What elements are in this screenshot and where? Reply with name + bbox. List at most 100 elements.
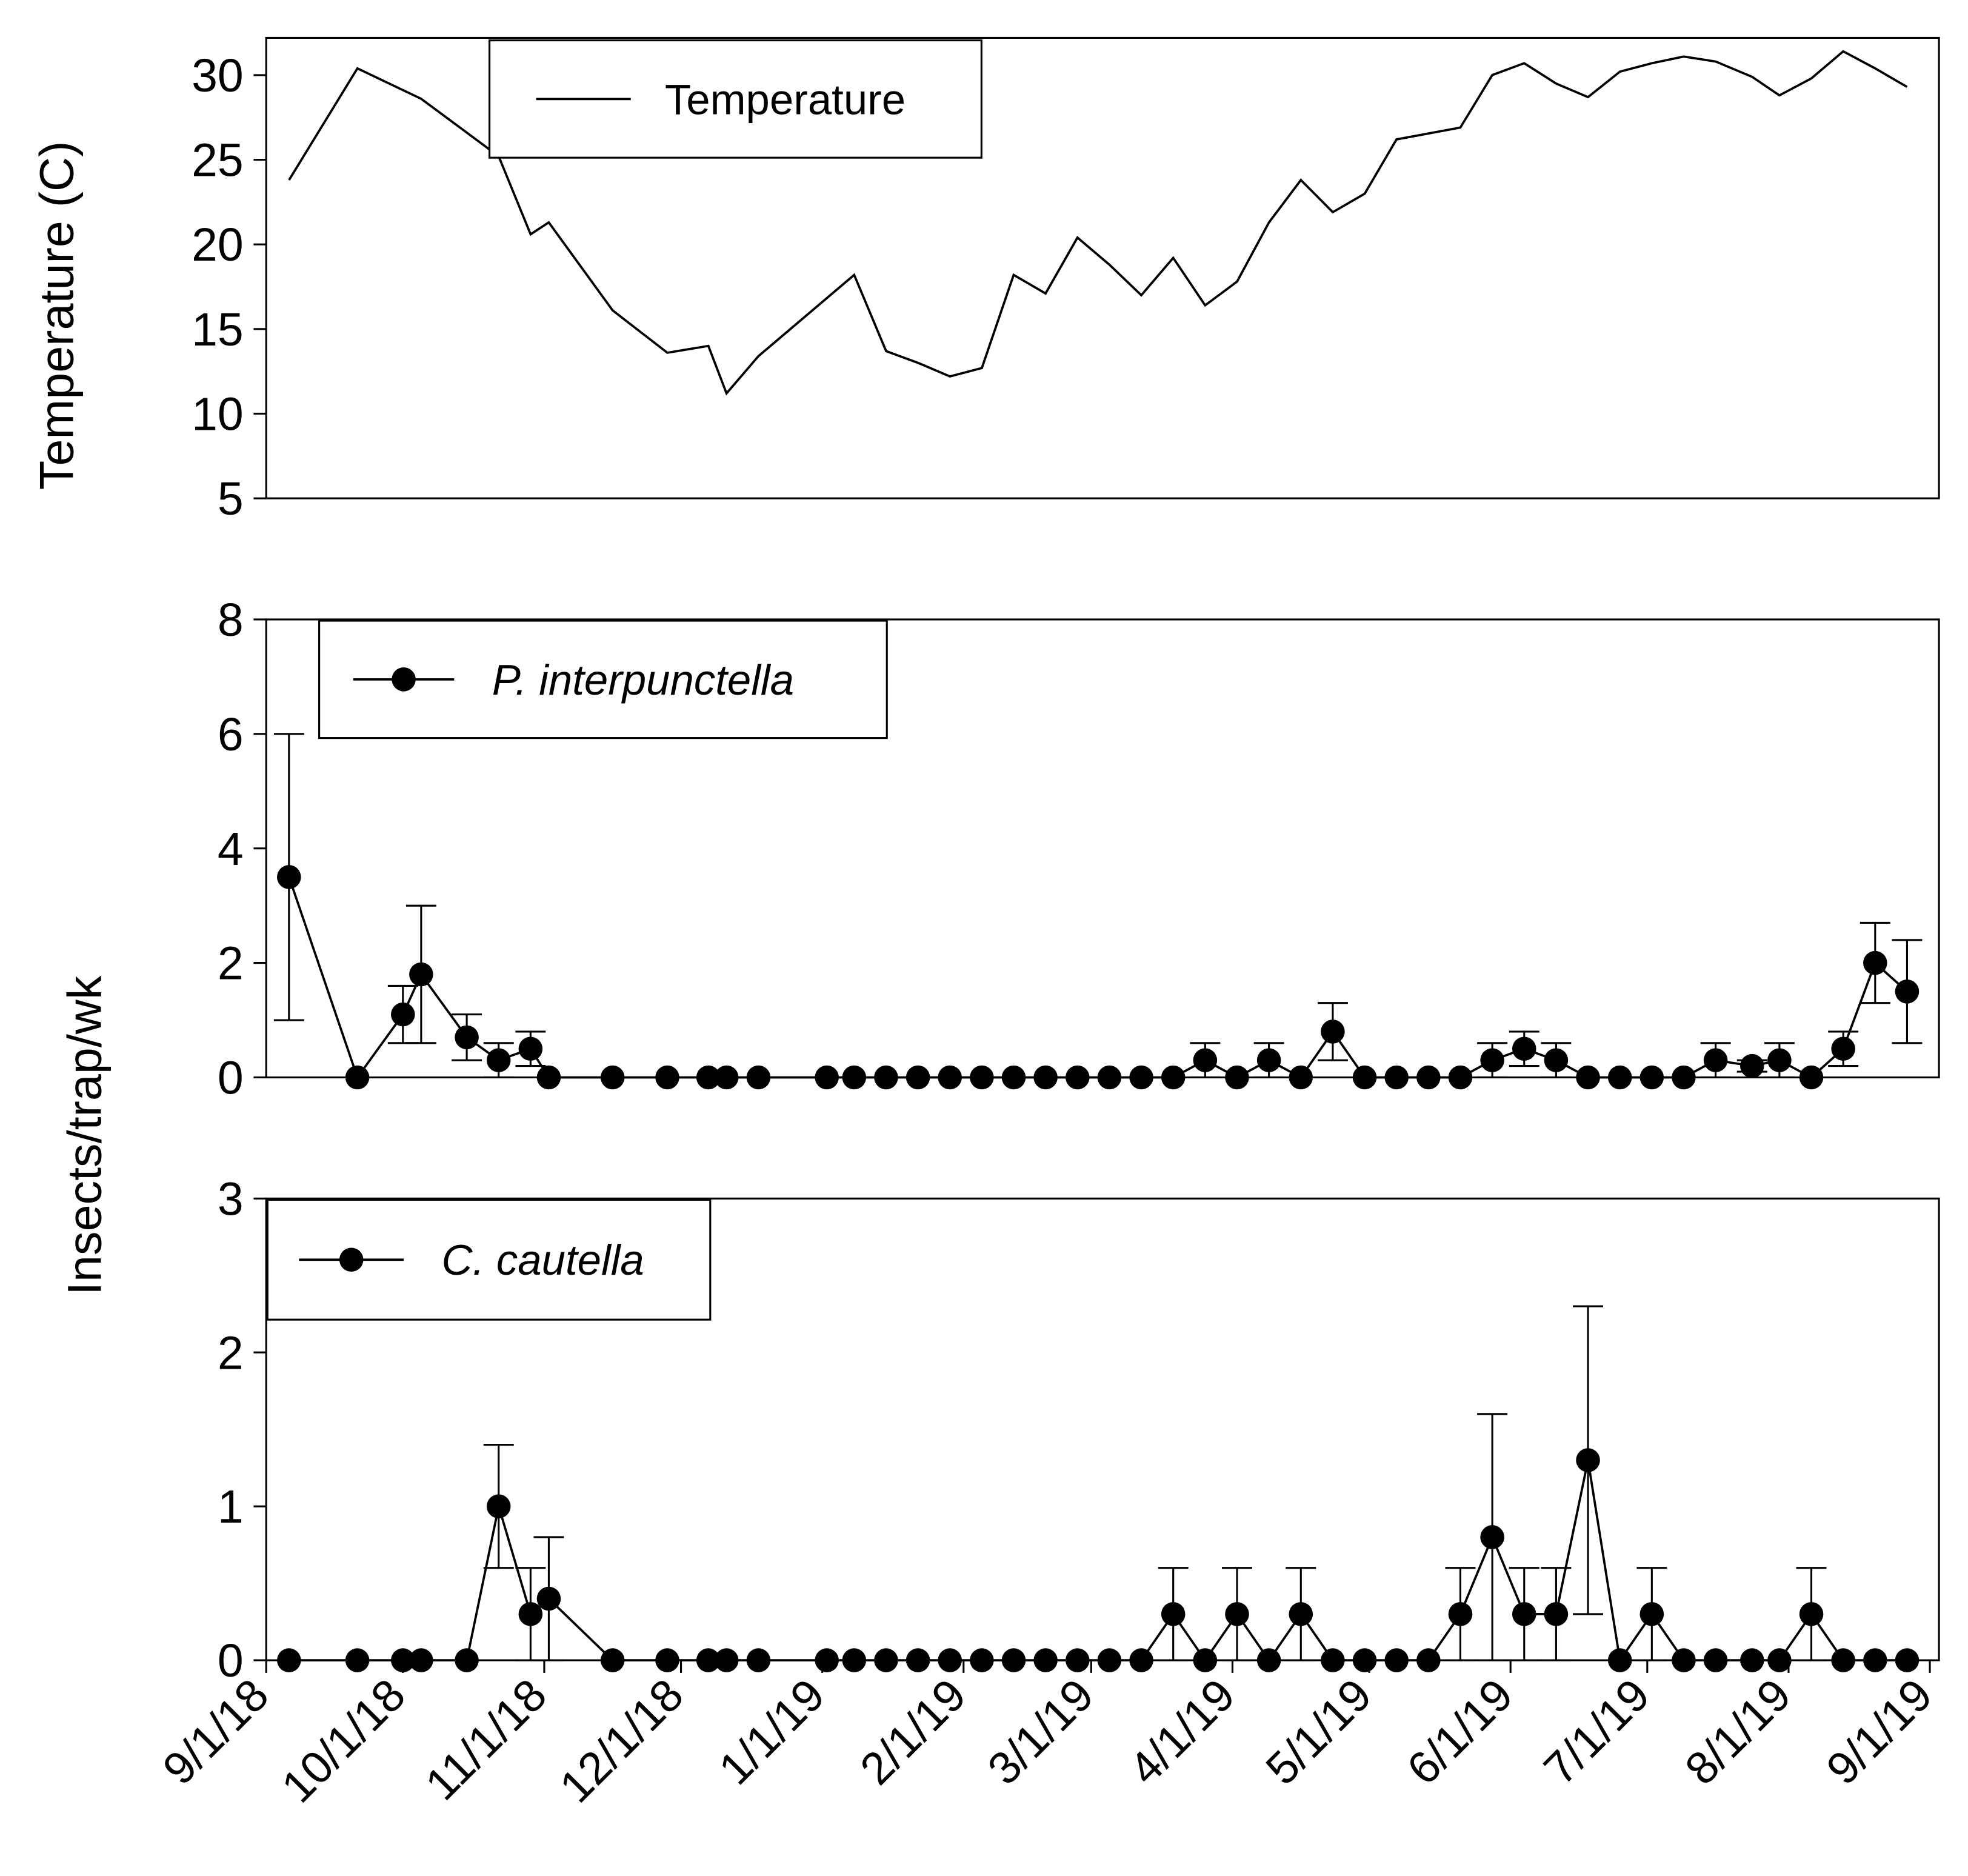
- data-point: [1639, 1602, 1664, 1626]
- data-point: [1480, 1048, 1504, 1072]
- x-tick-label: 12/1/18: [550, 1669, 693, 1812]
- data-point: [1225, 1602, 1249, 1626]
- data-point: [1639, 1065, 1664, 1090]
- data-point: [1863, 1648, 1887, 1672]
- y-tick-label: 30: [192, 50, 244, 102]
- data-point: [1352, 1648, 1377, 1672]
- x-tick-label: 10/1/18: [272, 1669, 415, 1812]
- data-point: [1831, 1036, 1855, 1061]
- data-point: [1799, 1602, 1824, 1626]
- data-point: [536, 1586, 561, 1611]
- data-point: [391, 1648, 415, 1672]
- data-point: [1895, 1648, 1920, 1672]
- data-point: [1576, 1448, 1600, 1472]
- data-point: [277, 865, 301, 889]
- data-point: [409, 1648, 433, 1672]
- data-point: [486, 1494, 511, 1518]
- x-tick-label: 1/1/19: [709, 1669, 835, 1794]
- data-point: [1321, 1020, 1345, 1044]
- data-point: [1352, 1065, 1377, 1090]
- data-point: [1256, 1648, 1281, 1672]
- data-point: [1097, 1648, 1122, 1672]
- data-point: [518, 1036, 543, 1061]
- y-tick-label: 3: [218, 1173, 244, 1225]
- y-tick-label: 0: [218, 1635, 244, 1687]
- y-tick-label: 20: [192, 219, 244, 271]
- data-point: [518, 1602, 543, 1626]
- data-point: [1740, 1053, 1764, 1078]
- data-point: [1256, 1048, 1281, 1072]
- data-point: [1544, 1602, 1569, 1626]
- data-point: [874, 1648, 898, 1672]
- data-point: [1863, 950, 1887, 975]
- data-point: [1416, 1065, 1441, 1090]
- data-point: [1740, 1648, 1764, 1672]
- data-point: [842, 1065, 867, 1090]
- data-point: [1193, 1048, 1218, 1072]
- data-point: [1161, 1602, 1186, 1626]
- data-point: [1767, 1648, 1792, 1672]
- data-point: [906, 1648, 930, 1672]
- x-tick-label: 5/1/19: [1256, 1669, 1381, 1794]
- legend-label: Temperature: [665, 75, 906, 123]
- data-point: [1384, 1065, 1409, 1090]
- data-point: [1799, 1065, 1824, 1090]
- data-point: [1703, 1048, 1728, 1072]
- data-point: [1448, 1602, 1473, 1626]
- data-point: [746, 1648, 771, 1672]
- data-point: [714, 1648, 739, 1672]
- data-point: [1225, 1065, 1249, 1090]
- data-point: [1097, 1065, 1122, 1090]
- data-point: [536, 1065, 561, 1090]
- data-point: [1066, 1065, 1090, 1090]
- x-tick-label: 6/1/19: [1397, 1669, 1523, 1794]
- x-tick-label: 9/1/19: [1816, 1669, 1942, 1794]
- y-axis-label: Temperature (C): [30, 141, 84, 490]
- data-point: [455, 1648, 479, 1672]
- data-point: [746, 1065, 771, 1090]
- data-point: [1544, 1048, 1569, 1072]
- y-tick-label: 4: [218, 823, 244, 875]
- legend-label: C. cautella: [442, 1236, 644, 1284]
- data-point: [1607, 1065, 1632, 1090]
- data-point: [1703, 1648, 1728, 1672]
- data-point: [1448, 1065, 1473, 1090]
- data-point: [938, 1648, 962, 1672]
- data-point: [486, 1048, 511, 1072]
- y-tick-label: 1: [218, 1481, 244, 1533]
- data-point: [1672, 1648, 1696, 1672]
- data-point: [1480, 1525, 1504, 1549]
- data-point: [815, 1648, 839, 1672]
- y-tick-label: 10: [192, 389, 244, 441]
- x-tick-label: 11/1/18: [415, 1669, 556, 1809]
- data-point: [1289, 1602, 1313, 1626]
- y-tick-label: 2: [218, 938, 244, 990]
- data-point: [409, 962, 433, 987]
- data-point: [345, 1648, 370, 1672]
- y-tick-label: 5: [218, 473, 244, 525]
- data-point: [600, 1065, 625, 1090]
- data-point: [714, 1065, 739, 1090]
- y-tick-label: 15: [192, 304, 244, 356]
- data-point: [1895, 980, 1920, 1004]
- data-point: [391, 1002, 415, 1027]
- legend-label: P. interpunctella: [492, 656, 794, 704]
- x-tick-label: 7/1/19: [1534, 1669, 1659, 1794]
- data-point: [1321, 1648, 1345, 1672]
- x-tick-label: 4/1/19: [1119, 1669, 1244, 1794]
- data-point: [277, 1648, 301, 1672]
- data-point: [455, 1025, 479, 1050]
- data-point: [1607, 1648, 1632, 1672]
- data-point: [1001, 1065, 1026, 1090]
- data-point: [696, 1648, 721, 1672]
- data-point: [1033, 1648, 1058, 1672]
- y-tick-label: 25: [192, 135, 244, 187]
- data-point: [1576, 1065, 1600, 1090]
- data-point: [970, 1065, 994, 1090]
- data-point: [1512, 1602, 1536, 1626]
- data-point: [1831, 1648, 1855, 1672]
- data-point: [1066, 1648, 1090, 1672]
- y-tick-label: 8: [218, 594, 244, 646]
- data-point: [655, 1065, 679, 1090]
